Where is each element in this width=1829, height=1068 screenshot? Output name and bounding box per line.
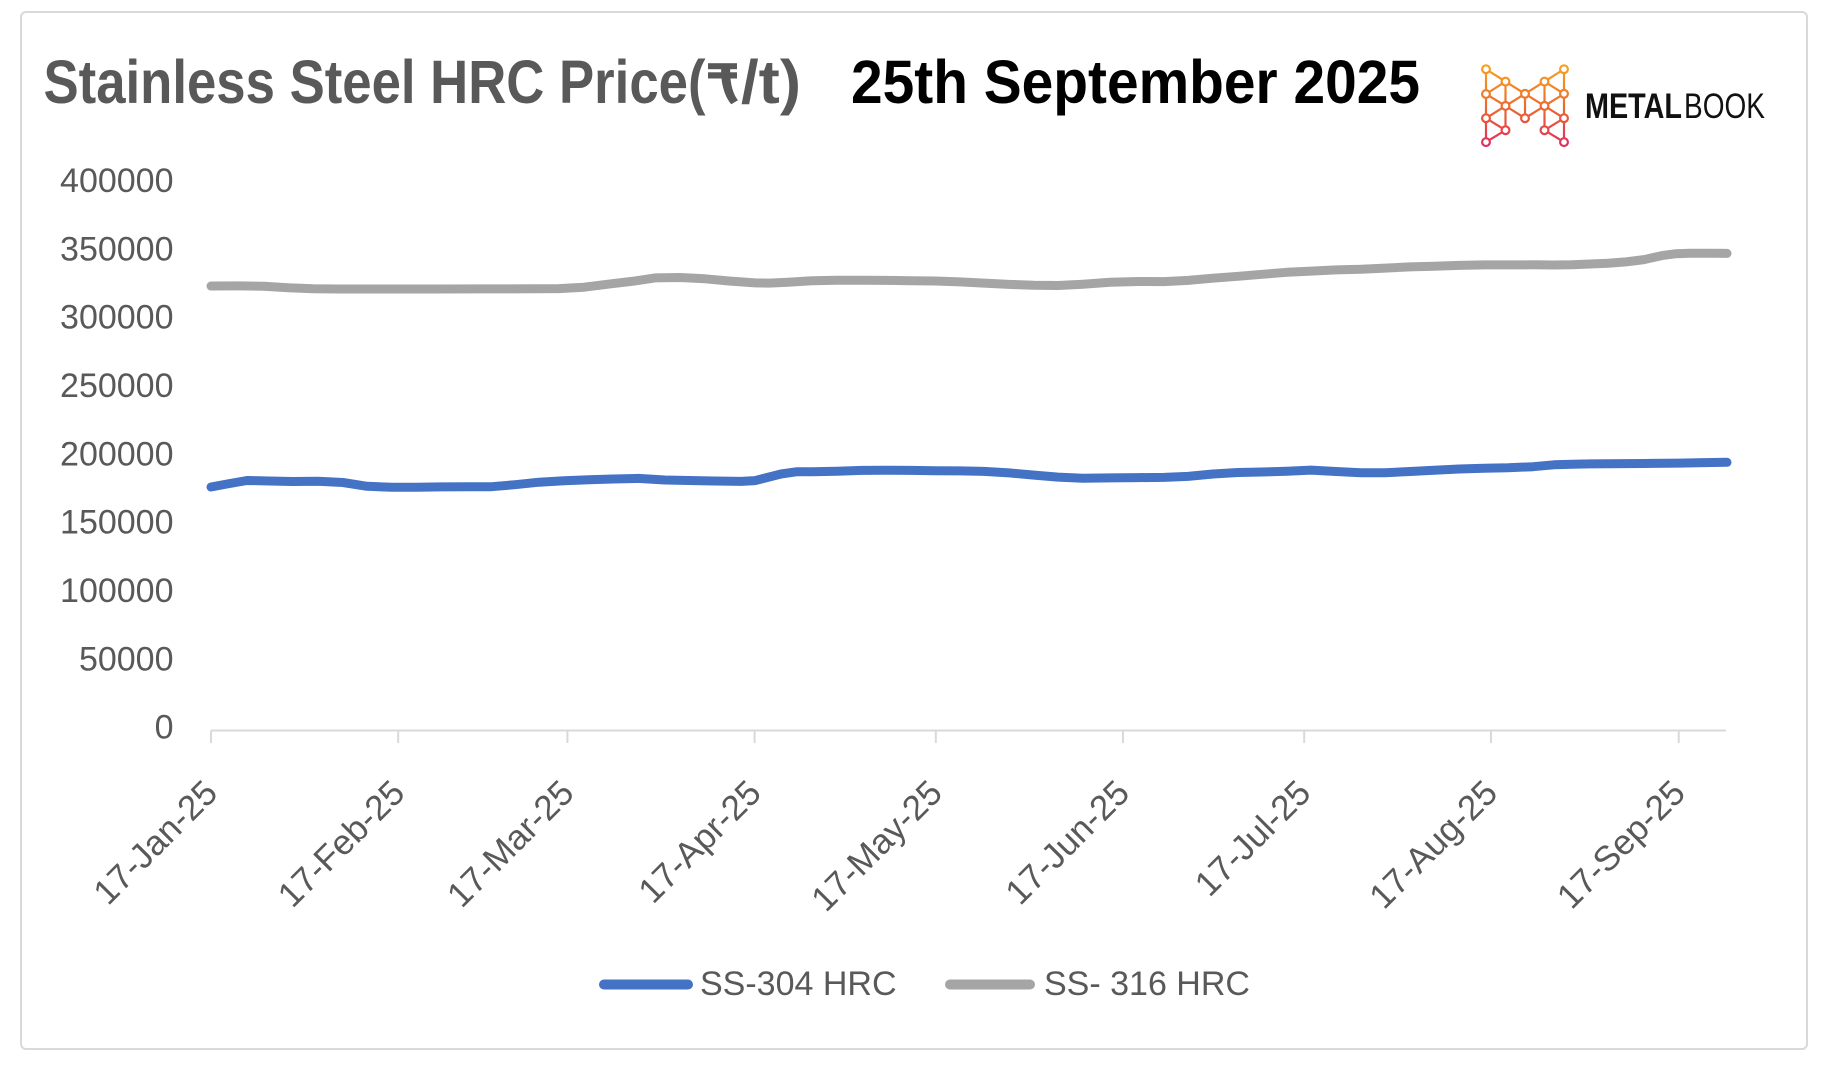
svg-text:200000: 200000 bbox=[60, 435, 173, 473]
svg-text:SS-304 HRC: SS-304 HRC bbox=[700, 965, 897, 1003]
svg-text:17-Feb-25: 17-Feb-25 bbox=[270, 773, 412, 915]
svg-text:0: 0 bbox=[155, 709, 174, 747]
svg-text:METAL: METAL bbox=[1585, 87, 1682, 126]
svg-text:25th September 2025: 25th September 2025 bbox=[851, 48, 1420, 116]
svg-text:17-Jul-25: 17-Jul-25 bbox=[1187, 773, 1318, 904]
svg-text:/t): /t) bbox=[741, 48, 801, 116]
svg-text:50000: 50000 bbox=[79, 640, 174, 678]
svg-text:17-May-25: 17-May-25 bbox=[804, 773, 950, 919]
svg-text:17-Jan-25: 17-Jan-25 bbox=[86, 773, 225, 912]
svg-text:17-Mar-25: 17-Mar-25 bbox=[440, 773, 582, 915]
svg-text:BOOK: BOOK bbox=[1684, 87, 1765, 126]
svg-text:250000: 250000 bbox=[60, 367, 173, 405]
svg-text:17-Sep-25: 17-Sep-25 bbox=[1550, 773, 1693, 916]
svg-text:350000: 350000 bbox=[60, 230, 173, 268]
svg-text:17-Apr-25: 17-Apr-25 bbox=[631, 773, 769, 911]
svg-text:17-Aug-25: 17-Aug-25 bbox=[1362, 773, 1505, 916]
svg-text:SS- 316 HRC: SS- 316 HRC bbox=[1044, 965, 1250, 1003]
svg-text:150000: 150000 bbox=[60, 504, 173, 542]
svg-text:Stainless Steel HRC Price(: Stainless Steel HRC Price( bbox=[44, 48, 707, 116]
svg-text:100000: 100000 bbox=[60, 572, 173, 610]
svg-text:17-Jun-25: 17-Jun-25 bbox=[998, 773, 1137, 912]
svg-text:400000: 400000 bbox=[60, 162, 173, 200]
svg-text:300000: 300000 bbox=[60, 299, 173, 337]
